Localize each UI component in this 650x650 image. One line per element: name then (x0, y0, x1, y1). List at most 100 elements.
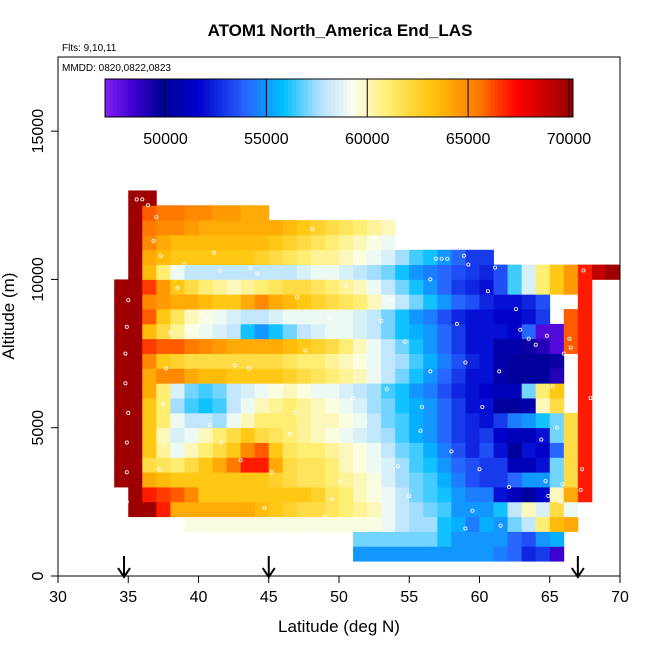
colorbar-segment (518, 79, 523, 117)
heatmap-cell (479, 442, 494, 458)
heatmap-cell (493, 472, 508, 488)
heatmap-cell (310, 516, 326, 532)
data-point (497, 369, 502, 374)
heatmap-cell (451, 398, 466, 414)
heatmap-cell (184, 234, 199, 251)
heatmap-cell (423, 398, 438, 414)
heatmap-cell (310, 383, 326, 399)
heatmap-cell (423, 501, 438, 518)
heatmap-cell (549, 323, 565, 340)
colorbar-segment (179, 79, 184, 117)
heatmap-cell (409, 472, 424, 488)
heatmap-cell (198, 457, 213, 473)
data-point (463, 360, 468, 365)
heatmap-cell (535, 323, 551, 340)
data-point (238, 458, 243, 463)
heatmap-cell (170, 457, 185, 473)
heatmap-cell (142, 249, 157, 265)
heatmap-cell (395, 546, 410, 562)
heatmap-cell (479, 353, 494, 369)
heatmap-cell (156, 294, 171, 310)
heatmap-cell (156, 412, 171, 429)
heatmap-cell (423, 338, 438, 354)
heatmap-cell (310, 398, 326, 414)
heatmap-cell (381, 249, 396, 265)
heatmap-cell (353, 531, 368, 547)
heatmap-cell (198, 205, 213, 221)
heatmap-cell (549, 457, 565, 473)
x-tick-label: 45 (260, 589, 278, 606)
data-point (322, 514, 327, 519)
heatmap-cell (128, 501, 143, 518)
heatmap-cell (353, 353, 368, 369)
heatmap-cell (535, 487, 551, 503)
heatmap-cell (226, 368, 242, 384)
heatmap-cell (451, 279, 466, 295)
heatmap-cell (170, 220, 185, 236)
heatmap-cell (282, 309, 298, 325)
heatmap-cell (381, 323, 396, 340)
heatmap-cell (437, 368, 452, 384)
heatmap-cell (437, 309, 452, 325)
heatmap-cell (114, 398, 129, 414)
heatmap-cell (156, 353, 171, 369)
heatmap-cell (535, 442, 551, 458)
heatmap-cell (114, 353, 129, 369)
heatmap-cell (184, 323, 199, 340)
colorbar-segment (190, 79, 196, 117)
colorbar-segment (315, 79, 320, 117)
heatmap-cell (240, 205, 256, 221)
heatmap-cell (142, 487, 157, 503)
heatmap-cell (184, 457, 199, 473)
heatmap-cell (254, 427, 270, 443)
data-point (433, 256, 438, 261)
heatmap-cell (296, 249, 312, 265)
heatmap-cell (226, 472, 242, 488)
heatmap-cell (324, 398, 340, 414)
heatmap-cell (437, 472, 452, 488)
heatmap-cell (409, 383, 424, 399)
data-point (539, 437, 544, 442)
heatmap-cell (268, 249, 284, 265)
heatmap-cell (479, 279, 494, 295)
data-point (485, 289, 490, 294)
heatmap-cell (465, 457, 480, 473)
heatmap-cell (240, 398, 256, 414)
heatmap-cell (212, 487, 227, 503)
heatmap-cell (254, 398, 270, 414)
colorbar-segment (346, 79, 352, 117)
data-point (310, 226, 315, 231)
heatmap-cell (367, 220, 382, 236)
colorbar-segment (522, 79, 527, 117)
heatmap-cell (156, 368, 171, 384)
colorbar-segment (471, 79, 476, 117)
heatmap-cell (381, 220, 396, 236)
colorbar-segment (233, 79, 239, 117)
colorbar-segment (498, 79, 504, 117)
heatmap-cell (296, 487, 312, 503)
colorbar-segment (206, 79, 211, 117)
heatmap-cell (240, 309, 256, 325)
heatmap-cell (549, 531, 565, 547)
heatmap-cell (549, 338, 565, 354)
data-point (211, 250, 216, 255)
colorbar-segment (475, 79, 480, 117)
heatmap-cell (451, 472, 466, 488)
heatmap-cell (451, 442, 466, 458)
heatmap-cell (226, 487, 242, 503)
heatmap-cell (128, 294, 143, 310)
heatmap-cell (156, 323, 171, 340)
heatmap-cell (353, 294, 368, 310)
heatmap-cell (563, 323, 579, 340)
heatmap-cell (465, 368, 480, 384)
heatmap-cell (212, 220, 227, 236)
heatmap-cell (282, 323, 298, 340)
heatmap-cell (226, 383, 242, 399)
heatmap-cell (324, 383, 340, 399)
heatmap-cell (310, 323, 326, 340)
heatmap-cell (296, 294, 312, 310)
data-point (343, 283, 348, 288)
heatmap-cell (212, 457, 227, 473)
heatmap-cell (493, 279, 508, 295)
heatmap-cell (549, 487, 565, 503)
